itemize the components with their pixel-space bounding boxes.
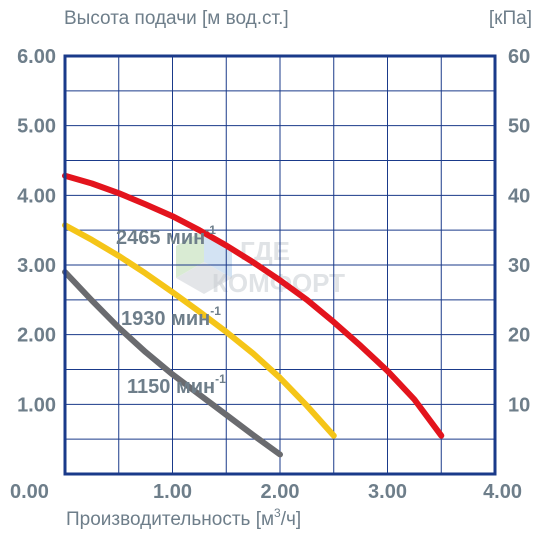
x-tick-label: 0.00 bbox=[10, 481, 49, 503]
y2-axis-title: [кПа] bbox=[489, 8, 532, 29]
y2-tick-label: 50 bbox=[508, 116, 530, 138]
series-label-2: 1150 мин-1 bbox=[127, 372, 226, 398]
x-axis-title-end: /ч] bbox=[281, 509, 301, 530]
y2-tick-label: 40 bbox=[508, 185, 530, 207]
grid bbox=[65, 56, 495, 474]
y-tick-label: 2.00 bbox=[17, 325, 56, 347]
x-tick-label: 1.00 bbox=[153, 481, 192, 503]
y-tick-label: 6.00 bbox=[17, 46, 56, 68]
x-axis-title-sup: 3 bbox=[274, 506, 281, 520]
y2-tick-label: 30 bbox=[508, 255, 530, 277]
series-lines bbox=[62, 172, 445, 458]
series-line-1 bbox=[62, 222, 337, 439]
x-tick-label: 2.00 bbox=[261, 481, 300, 503]
series-label-name: 2465 мин bbox=[116, 227, 205, 249]
plot-frame bbox=[63, 54, 497, 476]
series-label-sup: -1 bbox=[215, 372, 226, 386]
tick-labels: 6.00 5.00 4.00 3.00 2.00 1.00 60 50 40 30 20 10 0.00… bbox=[10, 46, 530, 503]
series-line-2 bbox=[62, 269, 283, 458]
y-tick-label: 5.00 bbox=[17, 116, 56, 138]
x-tick-label: 4.00 bbox=[483, 481, 522, 503]
series-label-name: 1930 мин bbox=[121, 308, 210, 330]
y-tick-label: 1.00 bbox=[17, 394, 56, 416]
watermark-emblem bbox=[176, 230, 232, 294]
series-label-0: 2465 мин-1 bbox=[116, 223, 216, 249]
y2-tick-label: 10 bbox=[508, 394, 530, 416]
x-axis-title: Производительность [м3/ч] bbox=[66, 506, 301, 530]
series-line-0 bbox=[62, 172, 445, 439]
series-label-sup: -1 bbox=[205, 223, 216, 237]
series-label-name: 1150 мин bbox=[127, 376, 215, 398]
x-tick-label: 3.00 bbox=[368, 481, 407, 503]
watermark-logo: ГДЕ КОМФОРТ bbox=[176, 230, 345, 298]
y2-tick-label: 60 bbox=[508, 46, 530, 68]
y-tick-label: 4.00 bbox=[17, 185, 56, 207]
series-label-sup: -1 bbox=[210, 304, 221, 318]
y2-tick-label: 20 bbox=[508, 325, 530, 347]
series-label-1: 1930 мин-1 bbox=[121, 304, 221, 330]
y-tick-label: 3.00 bbox=[17, 255, 56, 277]
x-axis-title-main: Производительность [м bbox=[66, 509, 274, 530]
watermark-text-line2: КОМФОРТ bbox=[212, 268, 345, 298]
y-axis-title: Высота подачи [м вод.ст.] bbox=[64, 8, 289, 29]
